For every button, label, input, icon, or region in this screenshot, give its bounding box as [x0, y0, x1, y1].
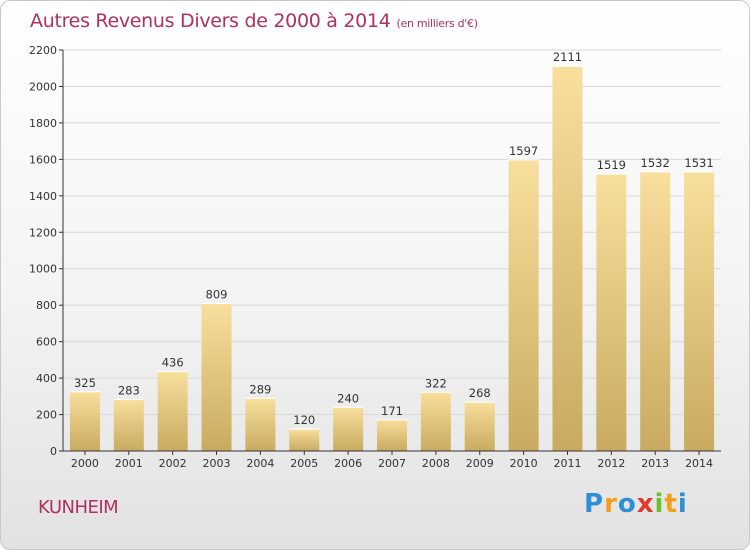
- logo-letter: i: [677, 489, 688, 519]
- data-label: 436: [162, 356, 184, 370]
- data-label: 268: [469, 386, 491, 400]
- bar: [596, 174, 627, 451]
- x-tick-label: 2000: [71, 457, 99, 470]
- x-tick-label: 2002: [159, 457, 187, 470]
- data-label: 809: [206, 288, 228, 302]
- chart-title-text: Autres Revenus Divers de 2000 à 2014: [30, 10, 391, 32]
- y-tick-label: 1600: [29, 153, 57, 166]
- bar: [377, 419, 407, 451]
- logo-letter: x: [636, 489, 655, 519]
- bar: [201, 303, 232, 451]
- bar: [69, 391, 100, 451]
- x-tick-label: 2009: [466, 457, 494, 470]
- logo-letter: t: [664, 489, 678, 519]
- x-tick-label: 2001: [115, 457, 143, 470]
- data-label: 171: [381, 404, 403, 418]
- y-tick-label: 1400: [29, 190, 57, 203]
- y-tick-label: 1200: [29, 226, 57, 239]
- data-label: 2111: [553, 50, 582, 64]
- logo-letter: o: [617, 489, 637, 519]
- x-tick-label: 2004: [246, 457, 274, 470]
- x-tick-label: 2005: [290, 457, 318, 470]
- y-tick-label: 2200: [29, 44, 57, 57]
- x-tick-label: 2003: [203, 457, 231, 470]
- chart-title: Autres Revenus Divers de 2000 à 2014 (en …: [30, 10, 478, 32]
- y-tick-label: 800: [36, 299, 57, 312]
- y-tick-label: 2000: [29, 80, 57, 93]
- chart-unit: (en milliers d'€): [396, 17, 478, 30]
- y-tick-label: 200: [36, 409, 57, 422]
- data-label: 1597: [509, 144, 538, 158]
- bar: [684, 171, 715, 451]
- data-label: 325: [74, 376, 96, 390]
- y-tick-label: 1800: [29, 117, 57, 130]
- x-tick-label: 2014: [685, 457, 713, 470]
- x-tick-label: 2007: [378, 457, 406, 470]
- x-tick-label: 2008: [422, 457, 450, 470]
- x-tick-label: 2010: [510, 457, 538, 470]
- data-label: 1532: [641, 156, 670, 170]
- x-tick-label: 2011: [553, 457, 581, 470]
- bar: [508, 159, 539, 451]
- bar: [640, 171, 671, 451]
- bar: [464, 402, 495, 451]
- y-tick-label: 400: [36, 372, 57, 385]
- data-label: 1531: [684, 156, 713, 170]
- logo-letter: P: [584, 489, 605, 519]
- bar: [113, 399, 144, 451]
- bar: [245, 398, 276, 451]
- data-label: 1519: [597, 158, 626, 172]
- y-tick-label: 600: [36, 336, 57, 349]
- bar: [552, 66, 583, 451]
- logo-letter: r: [604, 489, 618, 519]
- y-tick-label: 1000: [29, 263, 57, 276]
- y-tick-label: 0: [50, 445, 57, 458]
- logo-letter: i: [654, 489, 665, 519]
- bar: [289, 429, 320, 451]
- x-tick-label: 2006: [334, 457, 362, 470]
- data-label: 322: [425, 376, 447, 390]
- bar: [157, 371, 188, 451]
- data-label: 240: [337, 391, 359, 405]
- bar: [333, 407, 364, 451]
- commune-name: KUNHEIM: [38, 497, 119, 518]
- data-label: 120: [293, 413, 315, 427]
- x-tick-label: 2013: [641, 457, 669, 470]
- data-label: 289: [249, 382, 271, 396]
- proxiti-logo: Proxiti: [584, 489, 688, 519]
- x-tick-label: 2012: [597, 457, 625, 470]
- bar: [420, 392, 451, 451]
- data-label: 283: [118, 383, 140, 397]
